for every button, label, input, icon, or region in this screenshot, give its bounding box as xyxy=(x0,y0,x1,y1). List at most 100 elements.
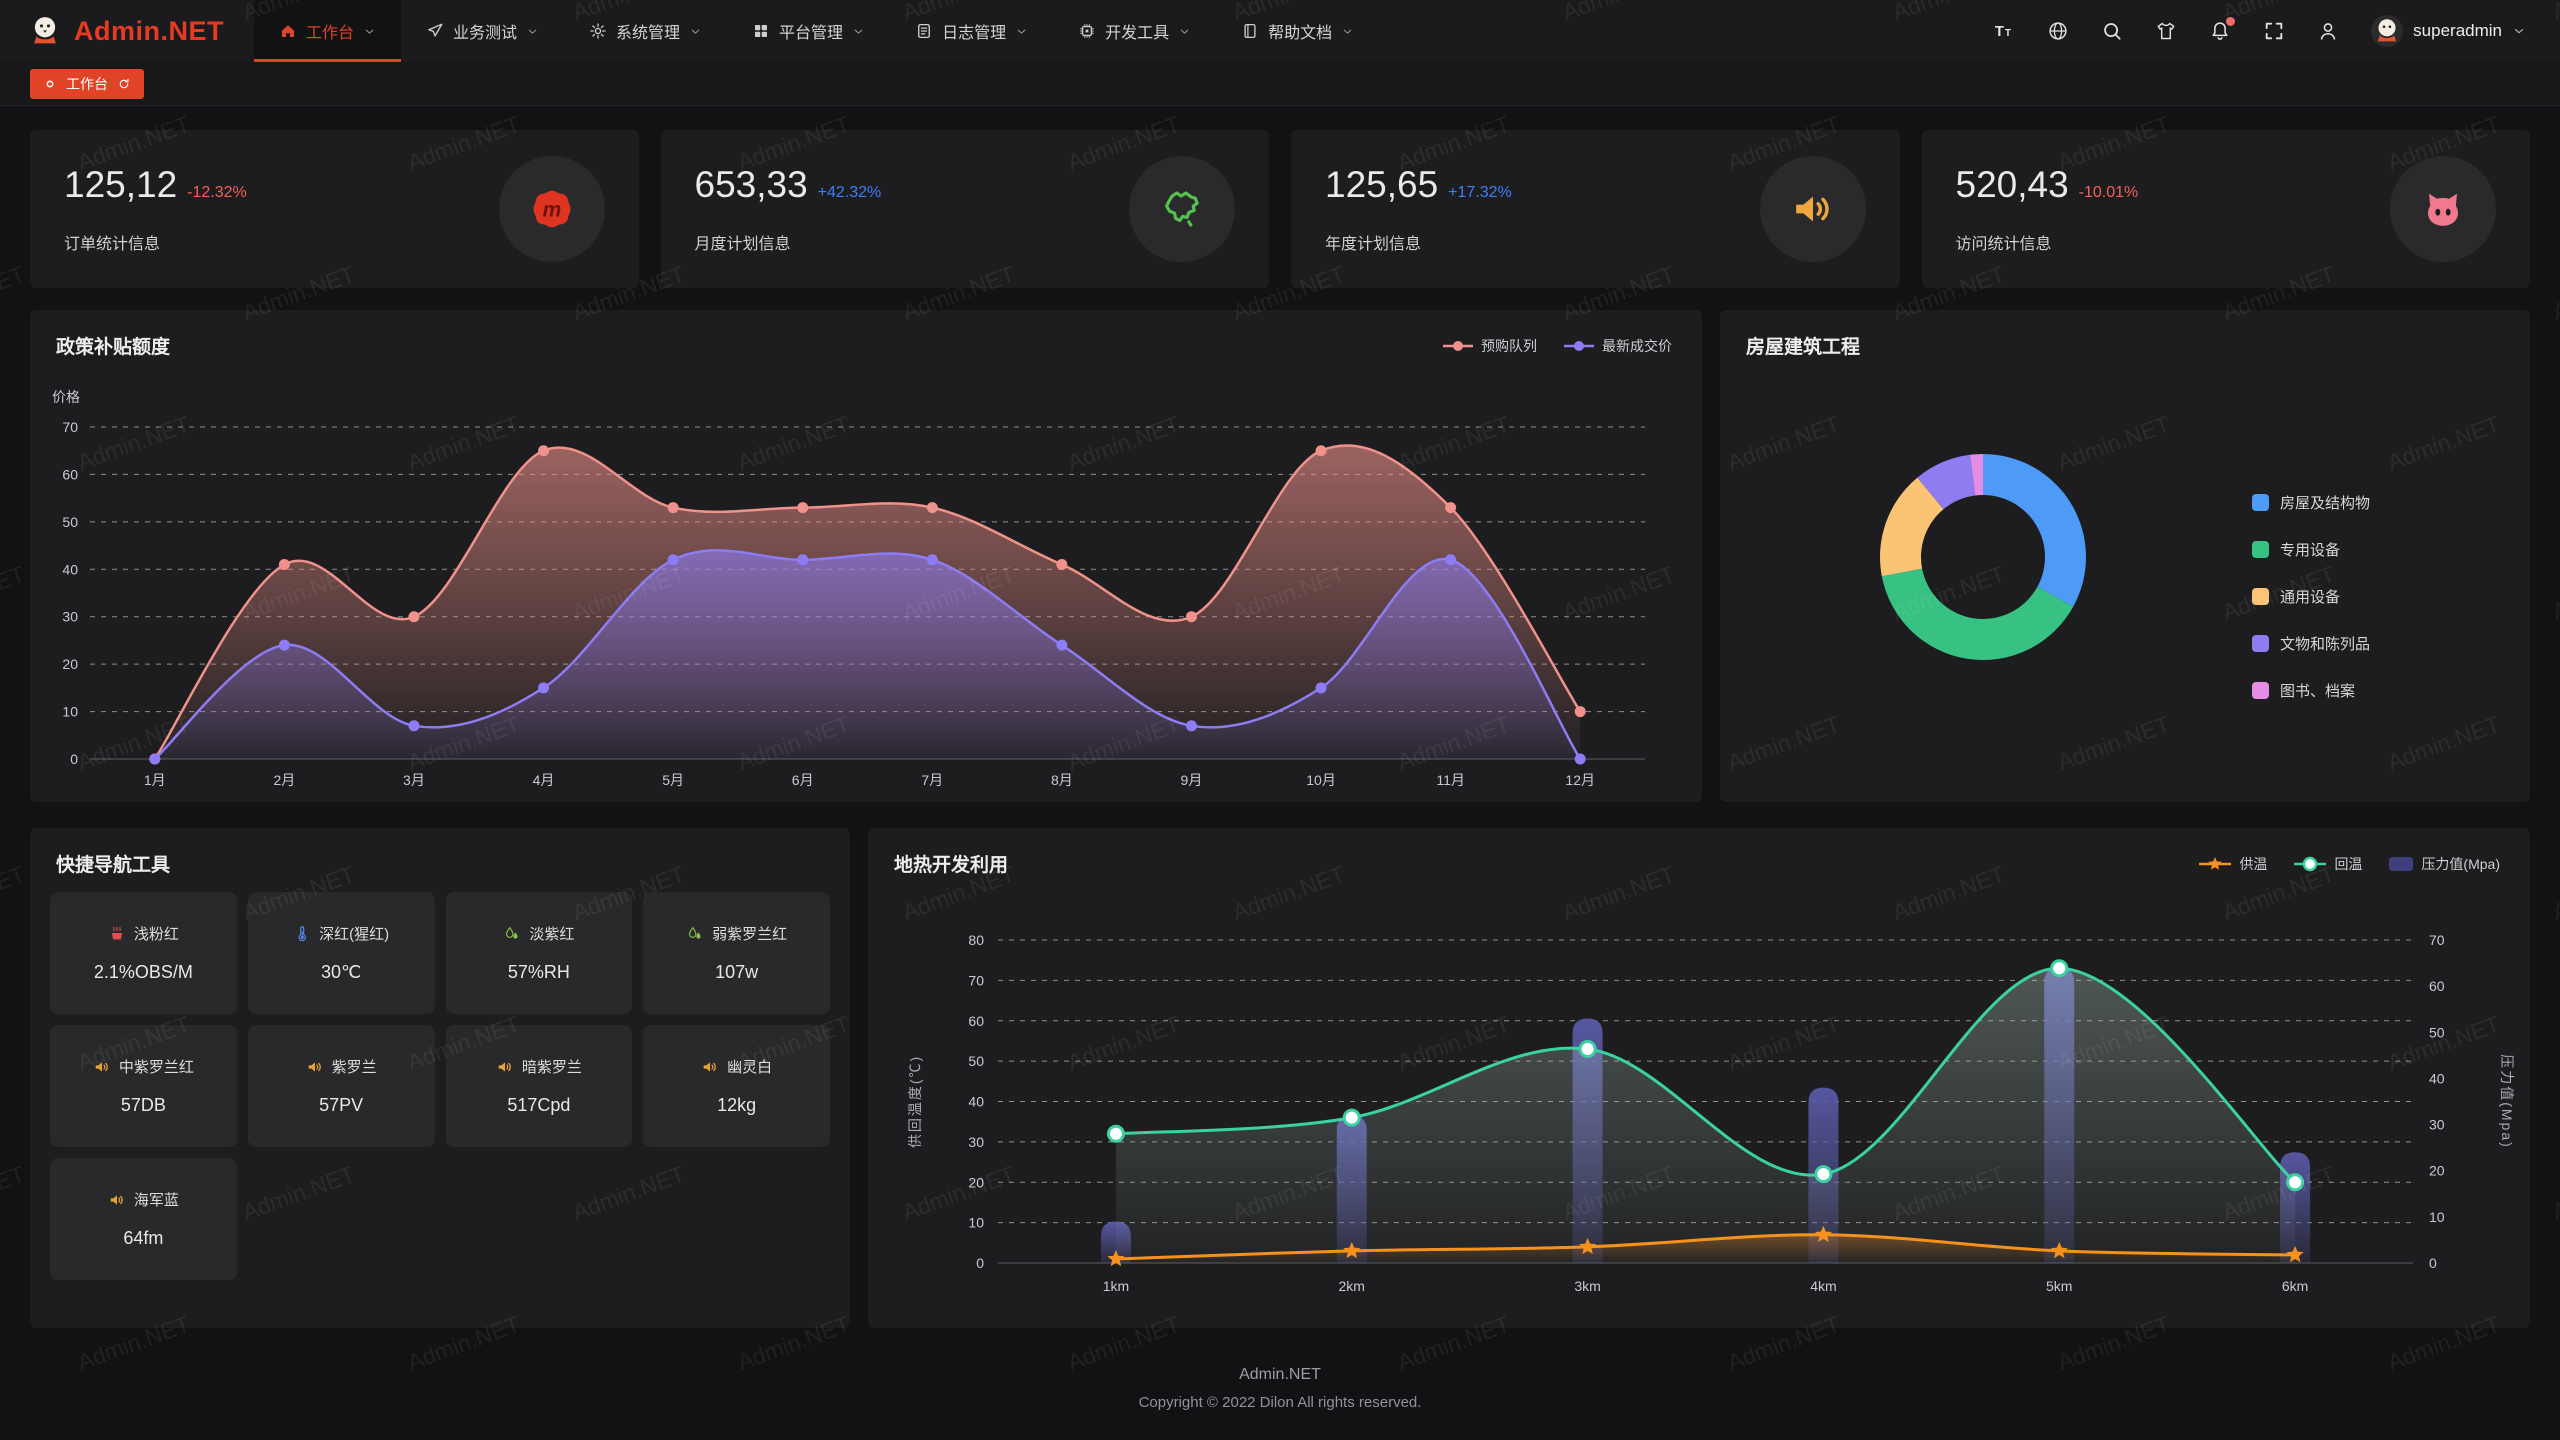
legend-item-压力值(Mpa)[interactable]: 压力值(Mpa) xyxy=(2388,854,2500,874)
legend-line-marker xyxy=(1564,341,1594,351)
search-button[interactable] xyxy=(2101,20,2123,42)
legend-item-专用设备[interactable]: 专用设备 xyxy=(2252,539,2370,560)
stat-card-3: 125,65 +17.32% 年度计划信息 xyxy=(1291,130,1900,288)
right-tick-label: 0 xyxy=(2429,1255,2437,1271)
footer-app-name: Admin.NET xyxy=(1239,1366,1321,1383)
data-point-star xyxy=(1343,1241,1361,1259)
quick-nav-tile-6[interactable]: 紫罗兰 57PV xyxy=(247,1025,435,1147)
tab-refresh-icon[interactable] xyxy=(117,77,131,91)
quick-nav-tile-5[interactable]: 中紫罗兰红 57DB xyxy=(50,1025,237,1147)
charts-row: 政策补贴额度 预购队列 最新成交价 0 10 20 30 40 50 60 70 价格 1月 2月 3… xyxy=(30,310,2530,802)
x-tick-label: 4km xyxy=(1810,1278,1836,1294)
legend-item-预购队列[interactable]: 预购队列 xyxy=(1442,336,1537,356)
tab-工作台[interactable]: 工作台 xyxy=(30,68,144,99)
legend-label: 文物和陈列品 xyxy=(2280,636,2371,653)
profile-button[interactable] xyxy=(2317,20,2339,42)
speaker-icon xyxy=(498,1061,511,1072)
thermometer-icon xyxy=(298,925,307,941)
menu-item-5[interactable]: 日志管理 xyxy=(890,0,1053,62)
y-tick-label: 30 xyxy=(62,609,78,625)
menu-item-3[interactable]: 系统管理 xyxy=(564,0,727,62)
pie-slice-专用设备[interactable] xyxy=(1881,568,2074,660)
menu-item-7[interactable]: 帮助文档 xyxy=(1216,0,1379,62)
data-point xyxy=(797,502,809,514)
theme-button[interactable] xyxy=(2155,20,2177,42)
tile-label: 深红(猩红) xyxy=(319,926,390,943)
logo-text: Admin.NET xyxy=(74,15,224,46)
menu-item-6[interactable]: 开发工具 xyxy=(1053,0,1216,62)
data-point-star xyxy=(2050,1241,2068,1259)
legend-item-图书、档案[interactable]: 图书、档案 xyxy=(2252,680,2370,701)
x-tick-label: 5km xyxy=(2046,1278,2072,1294)
x-tick-label: 3月 xyxy=(403,772,425,788)
y-tick-label: 20 xyxy=(62,656,78,672)
legend-item-通用设备[interactable]: 通用设备 xyxy=(2252,586,2370,607)
fullscreen-button[interactable] xyxy=(2263,20,2285,42)
speaker-icon xyxy=(308,1061,321,1072)
pie-slice-文物和陈列品[interactable] xyxy=(1917,454,1976,510)
gear-icon xyxy=(590,23,606,39)
username: superadmin xyxy=(2413,21,2502,40)
series-line-预购队列 xyxy=(153,444,1582,760)
stat-delta: +17.32% xyxy=(1448,184,1512,201)
stat-icon-circle: m xyxy=(498,156,605,262)
legend-label: 图书、档案 xyxy=(2280,683,2356,700)
pie-slice-通用设备[interactable] xyxy=(1880,477,1944,577)
legend-item-最新成交价[interactable]: 最新成交价 xyxy=(1563,336,1672,356)
menu-item-label: 开发工具 xyxy=(1105,25,1170,42)
series-area-回温 xyxy=(1115,968,2296,1263)
legend-item-回温[interactable]: 回温 xyxy=(2293,854,2362,874)
data-point xyxy=(1185,720,1197,732)
notifications-button[interactable] xyxy=(2209,17,2236,42)
series-line-最新成交价 xyxy=(153,549,1582,760)
quick-nav-tile-1[interactable]: 浅粉红 2.1%OBS/M xyxy=(50,892,237,1014)
series-area-供温 xyxy=(1115,1234,2296,1263)
menu-item-4[interactable]: 平台管理 xyxy=(727,0,890,62)
speaker-icon xyxy=(110,1194,123,1205)
left-tick-label: 70 xyxy=(968,972,984,988)
data-point xyxy=(667,554,679,566)
main-content: 125,12 -12.32% 订单统计信息 m 653,33 +42.32% 月… xyxy=(0,106,2560,1411)
data-point xyxy=(538,682,550,694)
data-point xyxy=(2050,959,2069,978)
language-button[interactable] xyxy=(2047,20,2069,42)
quick-nav-tile-9[interactable]: 海军蓝 64fm xyxy=(50,1158,237,1280)
document-icon xyxy=(918,23,930,39)
grid-icon xyxy=(755,25,768,37)
legend-label: 通用设备 xyxy=(2280,589,2341,606)
quick-nav-tile-7[interactable]: 暗紫罗兰 517Cpd xyxy=(445,1025,633,1147)
user-menu[interactable]: superadmin xyxy=(2371,15,2526,47)
pie-slice-图书、档案[interactable] xyxy=(1970,454,1983,496)
legend-item-供温[interactable]: 供温 xyxy=(2198,854,2267,874)
tile-value: 64fm xyxy=(123,1228,164,1248)
stat-label: 访问统计信息 xyxy=(1955,236,2052,253)
geothermal-chart-title: 地热开发利用 xyxy=(894,855,1009,876)
data-point xyxy=(1315,682,1327,694)
notification-badge xyxy=(2226,17,2236,26)
quick-nav-tile-8[interactable]: 幽灵白 12kg xyxy=(643,1025,830,1147)
quick-nav-tile-2[interactable]: 深红(猩红) 30℃ xyxy=(247,892,435,1014)
x-tick-label: 4月 xyxy=(533,772,555,788)
menu-item-2[interactable]: 业务测试 xyxy=(401,0,564,62)
stat-icon-circle xyxy=(1129,156,1235,262)
bottom-row: 快捷导航工具 浅粉红 2.1%OBS/M 深红(猩红) 30℃ 淡紫红 57%R… xyxy=(30,828,2530,1328)
legend-swatch xyxy=(2252,588,2269,605)
right-tick-label: 10 xyxy=(2429,1209,2445,1225)
data-point xyxy=(1574,753,1586,765)
stat-icon-circle xyxy=(1759,156,1866,262)
x-tick-label: 3km xyxy=(1574,1278,1600,1294)
data-point-star xyxy=(1107,1250,1125,1267)
legend-item-房屋及结构物[interactable]: 房屋及结构物 xyxy=(2252,492,2370,513)
x-tick-label: 1km xyxy=(1103,1278,1129,1294)
chevron-down-icon xyxy=(1017,29,1026,34)
pie-slice-房屋及结构物[interactable] xyxy=(1983,454,2086,607)
app-logo[interactable]: Admin.NET xyxy=(26,0,224,62)
menu-item-1[interactable]: 工作台 xyxy=(254,0,402,62)
quick-nav-tile-4[interactable]: 弱紫罗兰红 107w xyxy=(643,892,830,1014)
quick-nav-tile-3[interactable]: 淡紫红 57%RH xyxy=(445,892,633,1014)
left-tick-label: 10 xyxy=(968,1215,984,1231)
legend-item-文物和陈列品[interactable]: 文物和陈列品 xyxy=(2252,633,2370,654)
tile-label: 紫罗兰 xyxy=(331,1059,377,1076)
subsidy-chart-legend: 预购队列 最新成交价 xyxy=(1442,336,1672,356)
